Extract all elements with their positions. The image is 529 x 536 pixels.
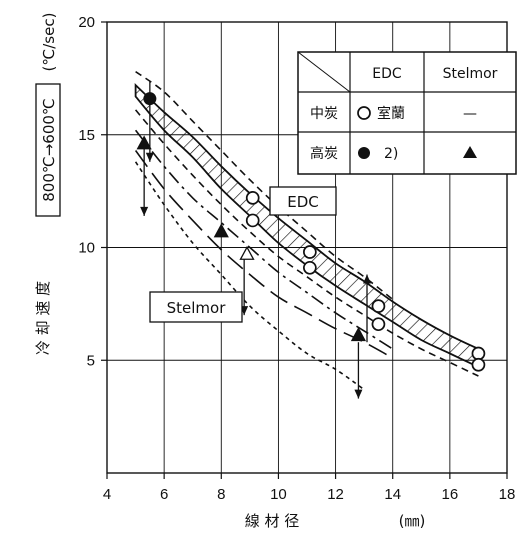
y-tick-label: 10: [78, 240, 95, 257]
y-tick-label: 5: [87, 352, 95, 369]
legend: EDC Stelmor 中炭 高炭 室蘭 — 2): [297, 51, 517, 175]
arrow-head: [363, 274, 371, 284]
curves: [134, 70, 479, 391]
arrow-head: [354, 389, 363, 399]
arrow-head: [145, 152, 154, 162]
edc-high-carbon-point: [143, 92, 157, 106]
edc-medium-carbon-point: [371, 299, 386, 313]
x-tick-label: 12: [327, 486, 344, 503]
edc-medium-carbon-point: [303, 245, 317, 259]
stelmor-high-carbon-point: [213, 223, 229, 238]
edc-medium-carbon-point: [471, 357, 486, 372]
edc-medium-carbon-point: [245, 191, 260, 205]
x-tick-label: 16: [442, 486, 459, 503]
legend-cell-ref-2: 2): [384, 146, 398, 162]
legend-row-medium-carbon: 中炭: [310, 106, 338, 122]
legend-open-circle-marker: [357, 106, 371, 120]
x-tick-label: 6: [160, 486, 168, 503]
x-tick-label: 10: [270, 486, 287, 503]
x-axis-label: 線 材 径: [245, 512, 300, 530]
x-tick-label: 8: [217, 486, 225, 503]
legend-filled-triangle-marker: [463, 146, 477, 158]
edc-medium-carbon-point: [371, 317, 386, 332]
legend-filled-circle-marker: [358, 147, 370, 159]
stelmor-high-carbon-point: [350, 327, 367, 342]
y-tick-label: 20: [78, 14, 95, 31]
edc-medium-carbon-point: [245, 213, 260, 228]
curve-dash-dot: [134, 129, 394, 350]
plot-frame: [106, 21, 508, 474]
edc-label-text: EDC: [287, 193, 319, 211]
curve-long-dash: [134, 150, 394, 359]
y-tick-label: 15: [78, 127, 95, 144]
data-points: [136, 92, 486, 372]
stelmor-open-triangle-point: [239, 245, 255, 260]
x-tick-label: 4: [103, 486, 111, 503]
tick-labels: 4 6 8 10 12 14 16 18 5 10 15 20: [78, 14, 515, 503]
legend-cell-muroran: 室蘭: [377, 105, 405, 122]
curve-dashed: [134, 109, 479, 377]
legend-col-stelmor: Stelmor: [443, 66, 498, 82]
stelmor-high-carbon-point: [136, 135, 152, 150]
edc-medium-carbon-point: [303, 260, 317, 275]
legend-row-high-carbon: 高炭: [310, 145, 338, 162]
y-axis-unit-label: (℃/sec): [40, 13, 58, 72]
legend-cell-stelmor-medium: —: [463, 106, 477, 122]
curve-dotted: [134, 161, 365, 391]
stelmor-label-text: Stelmor: [167, 299, 227, 317]
curve-dashed: [135, 70, 394, 301]
y-axis-range-label: 800℃→600℃: [40, 98, 58, 202]
arrow-head: [140, 206, 149, 216]
y-axis-title: 800℃→600℃ (℃/sec) 冷 却 速 度: [34, 13, 61, 355]
x-tick-label: 14: [384, 486, 401, 503]
legend-col-edc: EDC: [372, 66, 402, 82]
y-axis-label: 冷 却 速 度: [34, 281, 52, 355]
edc-medium-carbon-point: [471, 346, 486, 361]
x-axis-unit-label: (㎜): [399, 512, 426, 530]
stelmor-box-label: Stelmor: [149, 291, 243, 323]
x-tick-label: 18: [499, 486, 516, 503]
edc-box-label: EDC: [269, 186, 337, 216]
